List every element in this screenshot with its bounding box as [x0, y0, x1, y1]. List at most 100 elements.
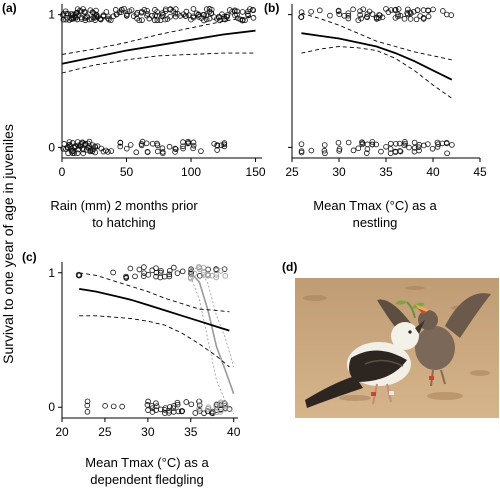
- data-point-survived: [146, 15, 153, 22]
- data-point-survived: [414, 7, 421, 13]
- data-point-died: [162, 410, 168, 417]
- data-point-died: [387, 146, 394, 152]
- data-point-survived: [154, 9, 160, 15]
- data-point-survived: [360, 6, 367, 13]
- data-point-died: [421, 142, 427, 149]
- data-point-survived: [174, 270, 181, 276]
- data-point-died: [364, 141, 371, 148]
- data-point-died: [89, 148, 96, 155]
- data-point-died: [214, 147, 220, 153]
- data-point-died: [321, 142, 328, 148]
- data-point-survived: [190, 6, 197, 12]
- data-point-died: [213, 404, 220, 410]
- data-point-died: [190, 145, 196, 152]
- data-point-survived: [408, 10, 414, 17]
- data-point-died: [71, 150, 78, 156]
- data-point-died: [153, 403, 160, 409]
- data-point-died: [429, 145, 436, 152]
- data-point-survived: [132, 273, 138, 280]
- data-point-survived: [242, 17, 248, 24]
- data-point-died: [153, 400, 159, 407]
- data-point-died: [172, 145, 178, 152]
- data-point-survived: [417, 13, 424, 19]
- data-point-survived: [379, 14, 386, 21]
- data-point-died: [159, 149, 166, 155]
- data-point-survived: [167, 13, 174, 20]
- data-point-died: [217, 409, 224, 415]
- data-point-survived: [425, 13, 432, 20]
- x-tick-label: 35: [184, 425, 198, 439]
- data-point-survived: [222, 273, 229, 279]
- data-point-died: [397, 148, 403, 154]
- data-point-died: [434, 144, 441, 150]
- x-tick-label: 35: [379, 165, 393, 179]
- data-point-survived: [355, 17, 362, 23]
- data-point-survived: [308, 8, 314, 15]
- data-point-survived: [316, 7, 323, 14]
- data-point-died: [102, 403, 108, 409]
- x-tick-label: 40: [227, 425, 241, 439]
- data-point-died: [80, 150, 86, 157]
- data-point-survived: [205, 266, 211, 273]
- data-point-died: [145, 398, 151, 405]
- data-point-died: [192, 410, 199, 416]
- data-point-survived: [183, 8, 190, 15]
- data-point-survived: [145, 272, 152, 278]
- data-point-survived: [397, 12, 404, 19]
- data-point-died: [345, 139, 352, 146]
- data-point-died: [213, 402, 219, 408]
- data-point-survived: [208, 10, 214, 16]
- data-point-died: [166, 143, 173, 150]
- data-point-survived: [392, 6, 399, 13]
- data-point-died: [359, 141, 366, 148]
- data-point-died: [369, 139, 376, 145]
- data-point-died: [336, 146, 343, 152]
- data-point-died: [416, 147, 422, 154]
- data-point-died: [117, 139, 124, 146]
- data-point-died: [322, 150, 328, 157]
- data-point-died: [167, 404, 173, 410]
- data-point-died: [196, 398, 203, 405]
- data-point-survived: [298, 9, 305, 15]
- data-point-survived: [240, 16, 246, 23]
- data-point-survived: [443, 11, 450, 18]
- data-point-survived: [234, 15, 241, 21]
- data-point-survived: [420, 7, 427, 13]
- data-point-survived: [78, 16, 85, 22]
- panel-a-plot: 0 1 0 50 100 150: [48, 4, 266, 179]
- data-point-survived: [234, 11, 240, 18]
- data-point-survived: [213, 271, 220, 278]
- data-point-died: [190, 142, 197, 149]
- data-point-died: [69, 150, 76, 157]
- data-point-died: [92, 149, 98, 156]
- data-point-died: [221, 143, 228, 150]
- data-point-survived: [105, 15, 111, 22]
- data-point-survived: [166, 273, 173, 280]
- data-point-survived: [157, 269, 164, 276]
- data-point-survived: [75, 271, 82, 278]
- data-point-died: [196, 402, 203, 409]
- data-point-survived: [420, 16, 427, 22]
- data-point-survived: [187, 275, 194, 282]
- data-point-survived: [341, 12, 347, 19]
- data-point-survived: [105, 13, 111, 20]
- data-point-died: [402, 139, 408, 145]
- data-point-survived: [407, 9, 413, 16]
- y-tick-label: 1: [48, 8, 55, 22]
- data-point-died: [119, 403, 125, 410]
- data-point-survived: [440, 8, 446, 14]
- data-point-died: [359, 139, 365, 145]
- data-point-died: [369, 141, 376, 148]
- fit-line: [301, 32, 453, 81]
- data-point-survived: [136, 266, 143, 273]
- data-point-survived: [205, 272, 211, 279]
- data-point-survived: [401, 16, 408, 22]
- data-point-died: [383, 144, 389, 150]
- data-point-died: [75, 142, 81, 149]
- data-point-survived: [336, 11, 343, 17]
- data-point-survived: [245, 12, 251, 19]
- data-point-survived: [404, 10, 410, 16]
- data-point-survived: [153, 265, 159, 271]
- data-point-died: [154, 148, 161, 155]
